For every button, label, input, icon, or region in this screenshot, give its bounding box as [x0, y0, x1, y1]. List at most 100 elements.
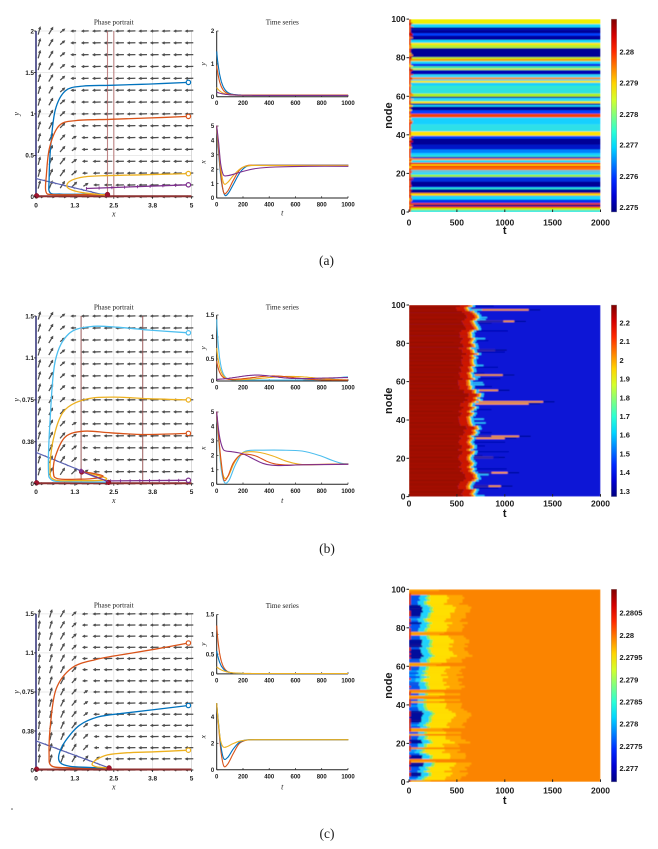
svg-text:800: 800: [317, 101, 328, 107]
svg-text:2.5: 2.5: [109, 202, 118, 209]
svg-text:1000: 1000: [341, 489, 355, 495]
svg-text:2.2795: 2.2795: [620, 653, 643, 662]
svg-text:1.5: 1.5: [25, 611, 34, 618]
svg-text:(c): (c): [320, 826, 335, 841]
svg-text:1000: 1000: [341, 774, 355, 780]
svg-text:y: y: [12, 112, 21, 117]
svg-text:0.38: 0.38: [22, 728, 35, 735]
svg-text:Phase portrait: Phase portrait: [94, 601, 134, 609]
svg-text:0: 0: [215, 101, 219, 107]
svg-text:0: 0: [211, 768, 215, 774]
svg-text:1.1: 1.1: [25, 355, 34, 362]
svg-text:2: 2: [211, 742, 215, 748]
svg-text:400: 400: [264, 101, 275, 107]
svg-text:2: 2: [620, 356, 624, 365]
svg-text:0: 0: [211, 196, 215, 202]
svg-text:4: 4: [211, 425, 215, 431]
svg-text:5: 5: [190, 202, 194, 209]
svg-text:x: x: [111, 783, 116, 792]
svg-text:400: 400: [264, 386, 275, 392]
svg-text:Phase portrait: Phase portrait: [94, 304, 134, 312]
svg-text:20: 20: [396, 453, 406, 463]
svg-text:0: 0: [31, 767, 35, 774]
svg-text:2: 2: [211, 454, 215, 460]
svg-text:80: 80: [396, 623, 406, 633]
svg-text:100: 100: [391, 300, 405, 310]
svg-text:40: 40: [396, 130, 406, 140]
svg-text:2.2: 2.2: [620, 319, 630, 328]
svg-text:600: 600: [290, 386, 301, 392]
svg-text:2.277: 2.277: [620, 140, 639, 149]
svg-text:0: 0: [215, 386, 219, 392]
svg-text:Time series: Time series: [266, 304, 299, 312]
svg-text:0: 0: [31, 481, 35, 488]
svg-text:600: 600: [290, 774, 301, 780]
svg-text:200: 200: [238, 203, 249, 209]
svg-text:1: 1: [211, 633, 215, 639]
svg-text:400: 400: [264, 489, 275, 495]
svg-text:5: 5: [211, 410, 215, 416]
svg-text:0: 0: [211, 672, 215, 678]
svg-text:1.3: 1.3: [70, 489, 79, 496]
svg-text:1.4: 1.4: [620, 468, 631, 477]
svg-text:60: 60: [396, 377, 406, 387]
svg-text:1000: 1000: [341, 678, 355, 684]
svg-text:0: 0: [34, 202, 38, 209]
svg-text:0: 0: [215, 489, 219, 495]
svg-text:0: 0: [34, 776, 38, 783]
svg-text:600: 600: [290, 203, 301, 209]
svg-text:1.5: 1.5: [620, 449, 630, 458]
svg-text:800: 800: [317, 203, 328, 209]
svg-text:y: y: [12, 398, 21, 403]
svg-text:600: 600: [290, 489, 301, 495]
svg-text:x: x: [111, 209, 116, 218]
svg-text:2000: 2000: [591, 218, 610, 228]
svg-text:1.1: 1.1: [25, 650, 34, 657]
svg-text:1.5: 1.5: [25, 70, 34, 77]
svg-text:1000: 1000: [495, 498, 514, 508]
svg-text:0.5: 0.5: [206, 652, 215, 658]
svg-text:2.275: 2.275: [620, 203, 639, 212]
svg-text:0: 0: [401, 492, 406, 502]
svg-text:x: x: [111, 496, 116, 505]
svg-text:4: 4: [211, 715, 215, 721]
svg-text:2.5: 2.5: [109, 489, 118, 496]
svg-text:0: 0: [215, 203, 219, 209]
svg-text:2.278: 2.278: [620, 720, 639, 729]
svg-text:500: 500: [450, 218, 464, 228]
svg-text:0.75: 0.75: [22, 689, 35, 696]
svg-text:1.7: 1.7: [620, 412, 630, 421]
svg-text:2.28: 2.28: [620, 631, 635, 640]
svg-text:0: 0: [401, 207, 406, 217]
svg-text:500: 500: [450, 498, 464, 508]
svg-text:1.3: 1.3: [70, 202, 79, 209]
svg-text:600: 600: [290, 101, 301, 107]
svg-text:1: 1: [211, 62, 215, 68]
svg-text:2: 2: [211, 29, 215, 35]
svg-text:3.8: 3.8: [148, 776, 157, 783]
svg-text:1.9: 1.9: [620, 375, 630, 384]
svg-text:200: 200: [238, 774, 249, 780]
svg-text:2.2805: 2.2805: [620, 609, 643, 618]
svg-text:(a): (a): [319, 253, 334, 268]
svg-text:2.1: 2.1: [620, 337, 630, 346]
svg-text:800: 800: [317, 386, 328, 392]
svg-text:40: 40: [396, 415, 406, 425]
svg-text:1.5: 1.5: [206, 313, 215, 319]
svg-text:400: 400: [264, 203, 275, 209]
svg-text:0: 0: [407, 498, 412, 508]
svg-text:1500: 1500: [543, 498, 562, 508]
svg-text:100: 100: [391, 584, 405, 594]
svg-text:2.2785: 2.2785: [620, 698, 643, 707]
svg-text:0.5: 0.5: [206, 357, 215, 363]
svg-text:1: 1: [211, 468, 215, 474]
svg-text:node: node: [383, 388, 395, 414]
svg-text:0.75: 0.75: [22, 397, 35, 404]
svg-text:y: y: [199, 642, 208, 647]
svg-text:2.277: 2.277: [620, 764, 639, 773]
svg-text:200: 200: [238, 489, 249, 495]
svg-text:1500: 1500: [543, 786, 562, 796]
svg-text:200: 200: [238, 678, 249, 684]
svg-text:3: 3: [211, 439, 215, 445]
svg-text:y: y: [199, 62, 208, 67]
